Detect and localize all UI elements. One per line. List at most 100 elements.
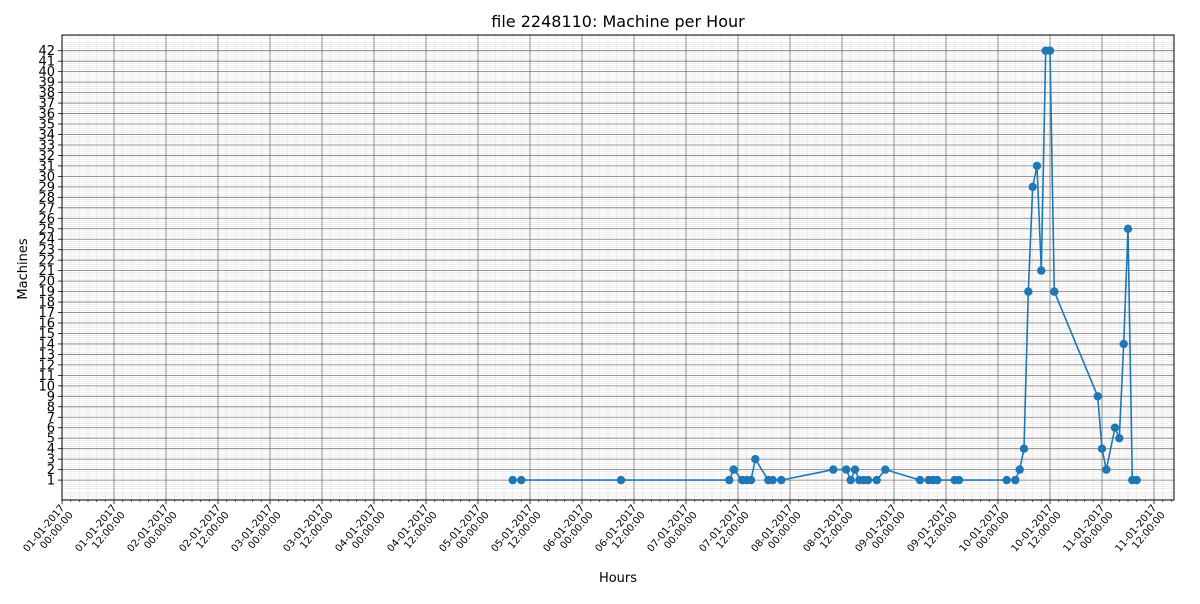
data-point [1011,475,1020,485]
y-tick-label: 4 [47,442,55,457]
data-point [1045,46,1055,55]
y-tick-label: 40 [38,65,55,80]
y-tick-label: 17 [38,306,55,321]
y-tick-label: 24 [38,233,55,248]
series-layer [508,46,1141,485]
data-point [1093,392,1102,401]
x-tick-label: 09-01-201712:00:00 [906,503,960,562]
data-point [1110,423,1120,432]
x-tick-label: 07-01-201712:00:00 [698,503,752,562]
data-point [508,475,517,485]
data-point [1002,475,1011,485]
x-tick-label: 11-01-201712:00:00 [1114,503,1168,562]
x-tick-label: 06-01-201712:00:00 [594,503,648,562]
y-tick-label: 3 [47,453,55,468]
x-axis-label: Hours [599,571,637,586]
y-tick-label: 6 [47,421,55,436]
data-point [777,475,786,485]
x-tick-label: 10-01-201712:00:00 [1010,503,1064,562]
data-point [850,465,860,474]
y-tick-label: 28 [38,191,55,206]
data-point [829,465,838,474]
y-tick-label: 25 [38,222,55,237]
data-point [1115,434,1124,443]
data-point [1050,287,1059,296]
x-tick-label: 04-01-201700:00:00 [334,503,388,562]
data-point [616,475,626,485]
y-tick-label: 5 [47,432,55,447]
x-tick-label: 11-01-201700:00:00 [1062,503,1116,562]
data-point [725,475,734,485]
y-tick-label: 10 [38,379,55,394]
x-tick-label: 10-01-201700:00:00 [958,503,1012,562]
y-tick-label: 7 [47,411,55,426]
data-point [1019,444,1029,453]
y-tick-label: 9 [47,390,55,405]
data-point [1119,339,1128,349]
y-tick-label: 35 [38,118,55,133]
x-tick-label: 05-01-201712:00:00 [490,503,544,562]
x-tick-label: 02-01-201712:00:00 [178,503,232,562]
x-tick-label: 04-01-201712:00:00 [386,503,440,562]
x-tick-label: 01-01-201712:00:00 [74,503,128,562]
data-point [915,475,925,485]
y-tick-label: 38 [38,86,55,101]
data-point [933,475,942,485]
major-grid [61,35,1174,500]
y-tick-label: 34 [38,128,55,143]
data-point [872,475,881,485]
data-point [842,465,851,474]
chart-title: file 2248110: Machine per Hour [491,12,745,31]
y-tick-label: 11 [38,369,55,384]
y-tick-label: 39 [38,76,55,91]
plot-frame [61,34,1175,501]
data-point [1102,465,1111,474]
data-point [1032,161,1042,171]
y-tick-label: 36 [38,107,55,122]
data-point [1132,475,1141,485]
y-tick-label: 42 [38,44,55,59]
y-tick-label: 26 [38,212,55,227]
data-point [746,475,756,485]
y-tick-label: 41 [38,55,55,70]
y-tick-label: 23 [38,243,55,258]
y-axis-ticks: 1234567891011121314151617181920212223242… [38,44,62,489]
data-point [863,475,873,485]
y-tick-label: 22 [38,254,55,269]
y-tick-label: 8 [47,400,55,415]
data-point [1123,224,1133,233]
x-tick-label: 01-01-201700:00:00 [22,503,76,562]
y-tick-label: 20 [38,275,55,290]
data-point [846,475,855,485]
data-point [1037,266,1046,275]
data-point [881,465,890,474]
y-tick-label: 16 [38,317,55,332]
data-point [768,475,777,485]
y-tick-label: 13 [38,348,55,363]
y-tick-label: 12 [38,358,55,373]
y-tick-label: 2 [47,463,55,478]
y-tick-label: 15 [38,327,55,342]
x-tick-label: 07-01-201700:00:00 [646,503,700,562]
y-tick-label: 30 [38,170,55,185]
data-point [1024,287,1033,296]
x-tick-label: 09-01-201700:00:00 [854,503,908,562]
x-tick-label: 05-01-201700:00:00 [438,503,492,562]
y-tick-label: 21 [38,264,55,279]
data-point [729,465,738,474]
y-tick-label: 37 [38,97,55,112]
y-tick-label: 29 [38,180,55,195]
x-tick-label: 08-01-201712:00:00 [802,503,856,562]
data-point [751,455,760,464]
y-tick-label: 33 [38,138,55,153]
y-tick-label: 14 [38,337,55,352]
y-tick-label: 18 [38,296,55,311]
data-point [1097,444,1107,453]
y-tick-label: 31 [38,159,55,174]
y-tick-label: 1 [47,474,55,489]
minor-grid [62,35,1174,500]
x-tick-label: 03-01-201700:00:00 [230,503,284,562]
